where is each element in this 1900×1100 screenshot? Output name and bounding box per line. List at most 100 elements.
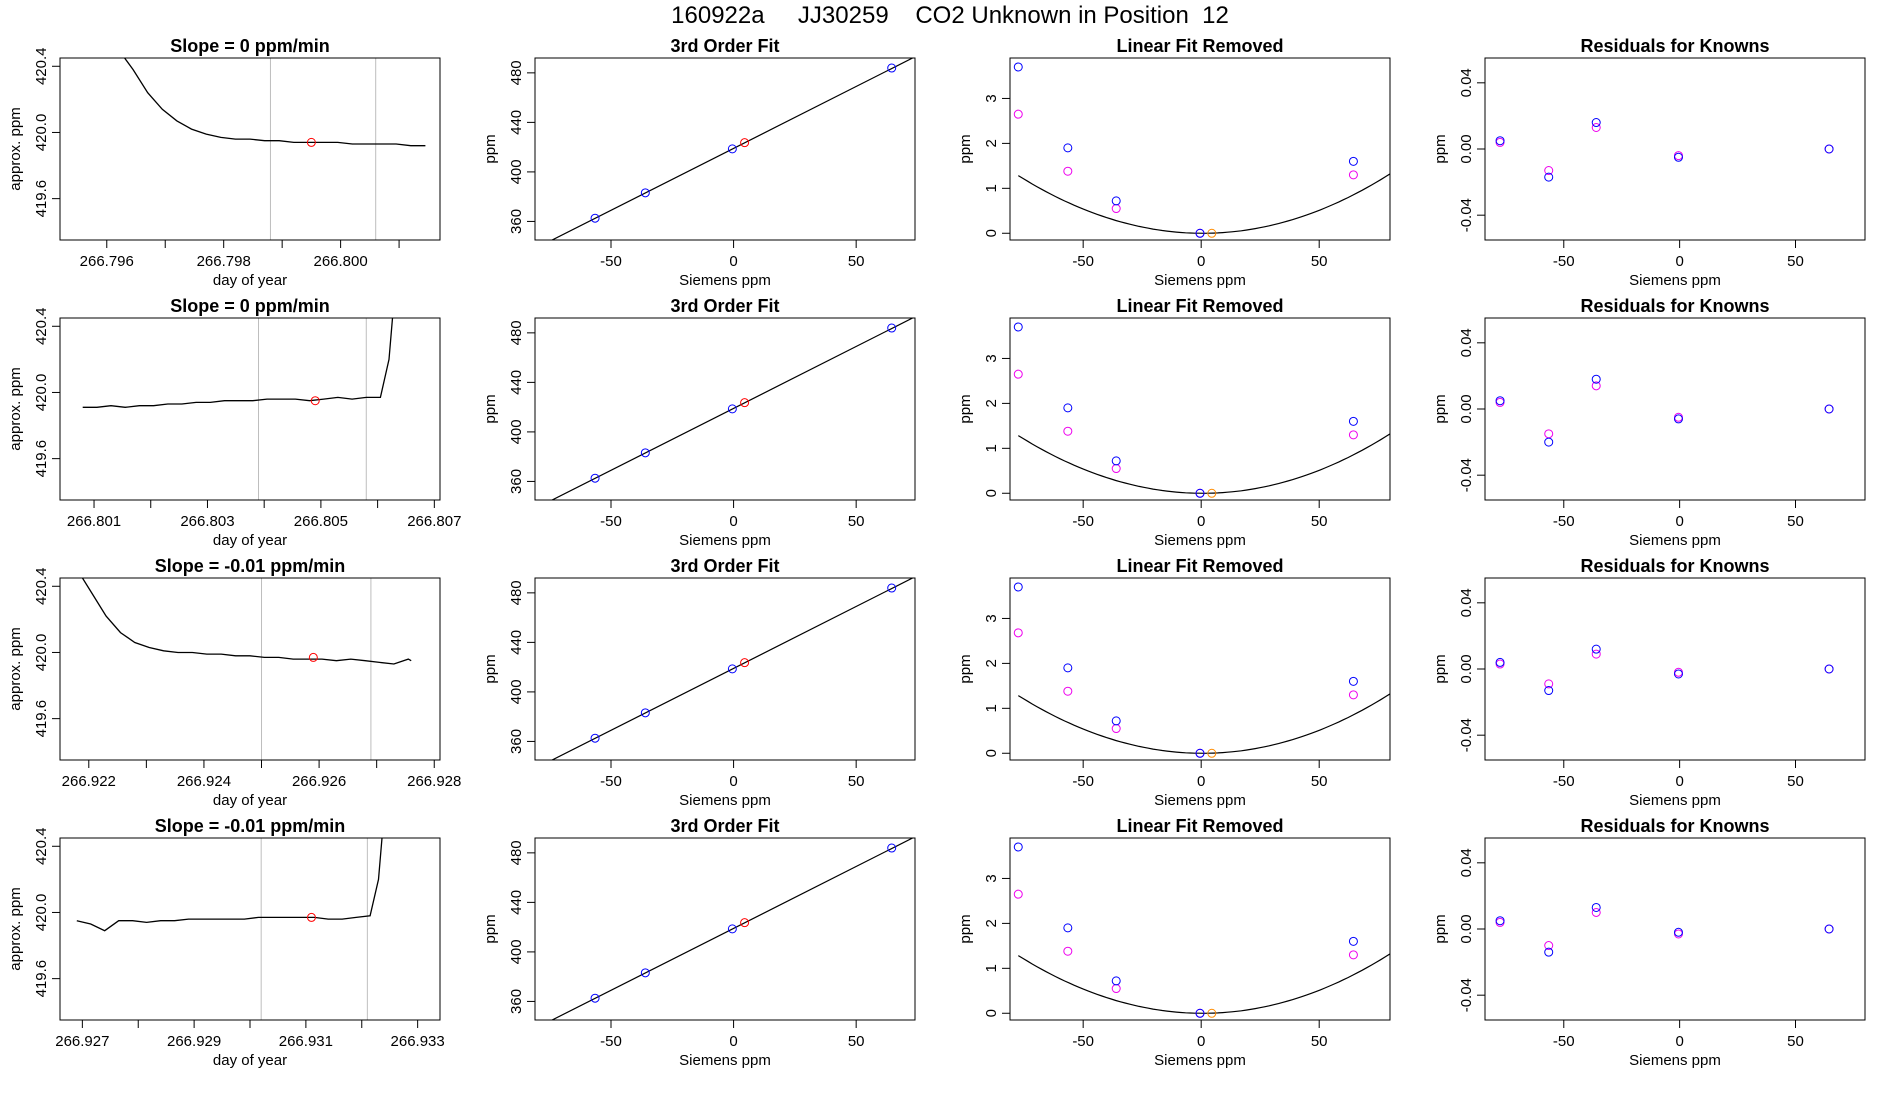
plot-frame: [59, 57, 441, 241]
x-axis-label: Siemens ppm: [1629, 532, 1721, 549]
standard-point: [1111, 196, 1121, 206]
unknown-point: [1207, 228, 1217, 238]
y-tick-label: 0.04: [1458, 328, 1475, 357]
y-axis-label: ppm: [1432, 654, 1449, 683]
x-tick-label: 50: [848, 513, 865, 530]
x-tick-label: -50: [600, 253, 622, 270]
standard-point: [1495, 396, 1505, 406]
standard-point: [1013, 842, 1023, 852]
standard-point: [1348, 156, 1358, 166]
standard-point: [1195, 488, 1205, 498]
sample-mean-point: [308, 652, 318, 662]
y-tick-label: 420.0: [33, 114, 50, 152]
standard-point: [1195, 228, 1205, 238]
raw-known-point: [1348, 690, 1358, 700]
x-tick-label: 50: [1787, 773, 1804, 790]
raw-known-point: [1013, 889, 1023, 899]
y-tick-label: 420.0: [33, 634, 50, 672]
panel-title: Residuals for Knowns: [1580, 296, 1769, 316]
y-tick-label: 420.0: [33, 894, 50, 932]
panel-title: 3rd Order Fit: [670, 296, 779, 316]
y-tick-label: 400: [508, 419, 525, 444]
y-tick-label: 420.4: [33, 47, 50, 85]
standard-point: [1591, 644, 1601, 654]
plot-area: [542, 578, 914, 760]
plot-frame: [1484, 317, 1866, 501]
standard-point: [1013, 62, 1023, 72]
y-tick-label: 360: [508, 209, 525, 234]
y-axis-label: ppm: [482, 914, 499, 943]
y-axis-label: ppm: [957, 134, 974, 163]
standard-point: [1063, 403, 1073, 413]
y-axis-label: approx. ppm: [7, 107, 24, 190]
fit-line: [550, 578, 914, 760]
plot-frame: [534, 317, 916, 501]
plot-frame: [1009, 577, 1391, 761]
y-axis-label: ppm: [957, 654, 974, 683]
x-tick-label: 50: [1311, 773, 1328, 790]
panel-0-3: Residuals for Knowns -50 0 50 -0.04 0.00 0.04 S…: [1432, 36, 1866, 289]
x-axis-label: Siemens ppm: [1154, 1052, 1246, 1069]
y-tick-label: 3: [983, 354, 1000, 362]
panel-title: 3rd Order Fit: [670, 36, 779, 56]
standard-point: [727, 664, 737, 674]
panel-title: 3rd Order Fit: [670, 556, 779, 576]
standard-point: [542, 499, 545, 500]
plot-area: [1013, 842, 1390, 1018]
y-axis-label: ppm: [482, 134, 499, 163]
fit-curve: [1017, 693, 1390, 754]
raw-known-point: [1063, 166, 1073, 176]
x-tick-label: 266.931: [279, 1033, 333, 1050]
raw-known-point: [1591, 122, 1601, 132]
standard-point: [1673, 414, 1683, 424]
y-tick-label: 0.00: [1458, 134, 1475, 163]
y-tick-label: 440: [508, 630, 525, 655]
raw-known-point: [1348, 170, 1358, 180]
x-tick-label: 50: [1787, 513, 1804, 530]
x-tick-label: 50: [848, 773, 865, 790]
standard-point: [1063, 143, 1073, 153]
x-tick-label: 266.798: [197, 253, 251, 270]
y-tick-label: 420.4: [33, 567, 50, 605]
y-tick-label: 0: [983, 749, 1000, 757]
fit-curve: [1017, 433, 1390, 494]
panel-2-1: 3rd Order Fit -50 0 50 360 400 440 480 Siemens p…: [482, 556, 916, 809]
y-tick-label: 0.00: [1458, 654, 1475, 683]
panel-title: Linear Fit Removed: [1116, 816, 1283, 836]
x-axis-label: day of year: [213, 532, 287, 549]
standard-point: [1544, 437, 1554, 447]
y-axis-label: ppm: [1432, 914, 1449, 943]
x-tick-label: 50: [1311, 513, 1328, 530]
raw-known-point: [1063, 686, 1073, 696]
y-tick-label: 1: [983, 704, 1000, 712]
plot-frame: [59, 317, 441, 501]
y-tick-label: 420.4: [33, 827, 50, 865]
y-tick-label: 0: [983, 489, 1000, 497]
x-tick-label: 266.800: [313, 253, 367, 270]
x-tick-label: 50: [848, 1033, 865, 1050]
x-tick-label: -50: [1072, 253, 1094, 270]
standard-point: [1495, 916, 1505, 926]
panel-title: Residuals for Knowns: [1580, 816, 1769, 836]
standard-point: [887, 323, 897, 333]
x-tick-label: -50: [1072, 773, 1094, 790]
x-axis-label: day of year: [213, 272, 287, 289]
plot-frame: [1009, 837, 1391, 1021]
standard-point: [1495, 657, 1505, 667]
standard-point: [1063, 923, 1073, 933]
y-axis-label: ppm: [482, 654, 499, 683]
y-axis-label: ppm: [957, 914, 974, 943]
y-tick-label: 440: [508, 370, 525, 395]
y-axis-label: ppm: [1432, 394, 1449, 423]
x-axis-label: Siemens ppm: [1154, 792, 1246, 809]
y-axis-label: approx. ppm: [7, 887, 24, 970]
standard-point: [727, 144, 737, 154]
x-tick-label: 266.796: [80, 253, 134, 270]
standard-point: [640, 708, 650, 718]
y-tick-label: 419.6: [33, 700, 50, 738]
plot-area: [542, 318, 914, 500]
standard-point: [590, 213, 600, 223]
y-tick-label: 400: [508, 939, 525, 964]
standard-point: [1195, 1008, 1205, 1018]
y-tick-label: -0.04: [1458, 718, 1475, 752]
